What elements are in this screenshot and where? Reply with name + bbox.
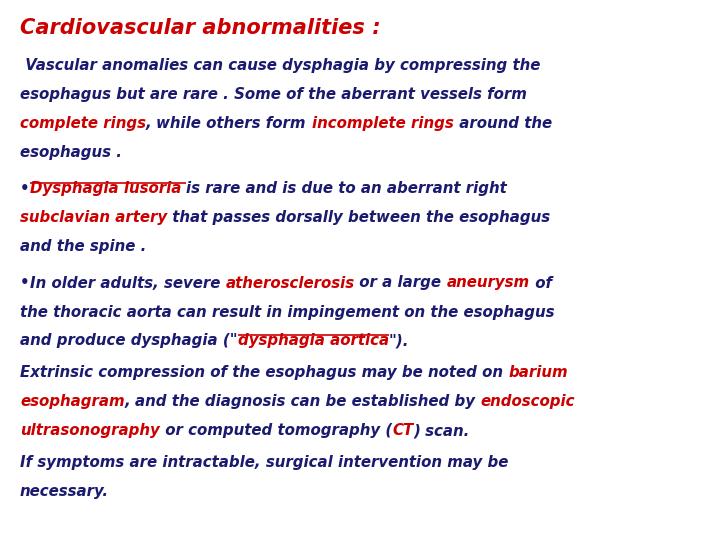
Text: the thoracic aorta can result in impingement on the esophagus: the thoracic aorta can result in impinge… — [20, 305, 554, 320]
Text: esophagus .: esophagus . — [20, 145, 122, 160]
Text: :: : — [365, 18, 380, 38]
Text: subclavian artery: subclavian artery — [20, 210, 167, 225]
Text: Dysphagia lusoria: Dysphagia lusoria — [30, 181, 186, 196]
Text: endoscopic: endoscopic — [481, 394, 575, 409]
Text: ").: "). — [389, 334, 409, 348]
Text: and produce dysphagia (": and produce dysphagia (" — [20, 334, 238, 348]
Text: ) scan.: ) scan. — [413, 423, 469, 438]
Text: CT: CT — [392, 423, 413, 438]
Text: barium: barium — [508, 366, 568, 380]
Text: esophagram: esophagram — [20, 394, 125, 409]
Text: necessary.: necessary. — [20, 484, 109, 500]
Text: , while others form: , while others form — [146, 116, 312, 131]
Text: dysphagia aortica: dysphagia aortica — [238, 334, 389, 348]
Text: or a large: or a large — [354, 275, 446, 291]
Text: is rare and is due to an aberrant right: is rare and is due to an aberrant right — [186, 181, 507, 196]
Text: •: • — [20, 181, 30, 196]
Text: In older adults, severe: In older adults, severe — [30, 275, 225, 291]
Text: incomplete rings: incomplete rings — [312, 116, 454, 131]
Text: that passes dorsally between the esophagus: that passes dorsally between the esophag… — [167, 210, 550, 225]
Text: of: of — [530, 275, 552, 291]
Text: atherosclerosis: atherosclerosis — [225, 275, 354, 291]
Text: complete rings: complete rings — [20, 116, 146, 131]
Text: and the spine .: and the spine . — [20, 239, 146, 254]
Text: ultrasonography: ultrasonography — [20, 423, 160, 438]
Text: , and the diagnosis can be established by: , and the diagnosis can be established b… — [125, 394, 481, 409]
Text: or computed tomography (: or computed tomography ( — [160, 423, 392, 438]
Text: •: • — [20, 275, 30, 291]
Text: Extrinsic compression of the esophagus may be noted on: Extrinsic compression of the esophagus m… — [20, 366, 508, 380]
Text: aneurysm: aneurysm — [446, 275, 530, 291]
Text: If symptoms are intractable, surgical intervention may be: If symptoms are intractable, surgical in… — [20, 455, 508, 470]
Text: Cardiovascular abnormalities: Cardiovascular abnormalities — [20, 18, 365, 38]
Text: Vascular anomalies can cause dysphagia by compressing the: Vascular anomalies can cause dysphagia b… — [20, 58, 541, 73]
Text: esophagus but are rare . Some of the aberrant vessels form: esophagus but are rare . Some of the abe… — [20, 87, 527, 102]
Text: around the: around the — [454, 116, 552, 131]
